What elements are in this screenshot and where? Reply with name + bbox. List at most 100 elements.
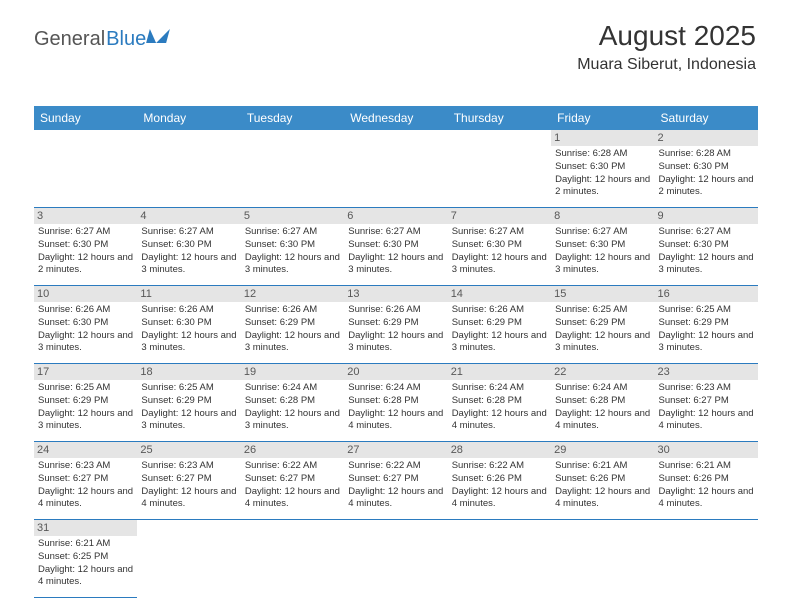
calendar-table: SundayMondayTuesdayWednesdayThursdayFrid… [34, 106, 758, 598]
day-text: Sunrise: 6:26 AMSunset: 6:30 PMDaylight:… [38, 304, 133, 355]
day-header: Wednesday [344, 106, 447, 130]
calendar-cell: 19 Sunrise: 6:24 AMSunset: 6:28 PMDayligh… [241, 364, 344, 442]
day-cell: 1 Sunrise: 6:28 AMSunset: 6:30 PMDaylight… [551, 130, 654, 208]
calendar-cell: 7Sunrise: 6:27 AMSunset: 6:30 PMDaylight… [448, 208, 551, 286]
day-number: 30 [655, 442, 758, 458]
calendar-week-row: 3Sunrise: 6:27 AMSunset: 6:30 PMDaylight… [34, 208, 758, 286]
calendar-cell: 16Sunrise: 6:25 AMSunset: 6:29 PMDayligh… [655, 286, 758, 364]
day-text: Sunrise: 6:25 AMSunset: 6:29 PMDaylight:… [555, 304, 650, 355]
day-number: 29 [551, 442, 654, 458]
day-header: Monday [137, 106, 240, 130]
day-number: 4 [137, 208, 240, 224]
day-cell: 31Sunrise: 6:21 AMSunset: 6:25 PMDayligh… [34, 520, 137, 598]
day-cell: 7Sunrise: 6:27 AMSunset: 6:30 PMDaylight… [448, 208, 551, 286]
day-number: 6 [344, 208, 447, 224]
day-text: Sunrise: 6:25 AMSunset: 6:29 PMDaylight:… [38, 382, 133, 433]
calendar-cell: 4Sunrise: 6:27 AMSunset: 6:30 PMDaylight… [137, 208, 240, 286]
day-text: Sunrise: 6:27 AMSunset: 6:30 PMDaylight:… [659, 226, 754, 277]
calendar-cell: 2Sunrise: 6:28 AMSunset: 6:30 PMDaylight… [655, 130, 758, 208]
day-number: 1 [551, 130, 654, 146]
day-text: Sunrise: 6:22 AMSunset: 6:27 PMDaylight:… [245, 460, 340, 511]
day-number: 19 [241, 364, 344, 380]
calendar-cell: 9Sunrise: 6:27 AMSunset: 6:30 PMDaylight… [655, 208, 758, 286]
calendar-cell: 10 Sunrise: 6:26 AMSunset: 6:30 PMDayligh… [34, 286, 137, 364]
calendar-cell: 23Sunrise: 6:23 AMSunset: 6:27 PMDayligh… [655, 364, 758, 442]
day-cell: 14Sunrise: 6:26 AMSunset: 6:29 PMDayligh… [448, 286, 551, 364]
calendar-cell [241, 130, 344, 208]
day-text: Sunrise: 6:24 AMSunset: 6:28 PMDaylight:… [348, 382, 443, 433]
day-cell: 6 Sunrise: 6:27 AMSunset: 6:30 PMDaylight… [344, 208, 447, 286]
day-text: Sunrise: 6:26 AMSunset: 6:29 PMDaylight:… [348, 304, 443, 355]
day-cell: 19 Sunrise: 6:24 AMSunset: 6:28 PMDayligh… [241, 364, 344, 442]
day-cell: 16Sunrise: 6:25 AMSunset: 6:29 PMDayligh… [655, 286, 758, 364]
empty-cell [241, 130, 344, 208]
calendar-week-row: 24Sunrise: 6:23 AMSunset: 6:27 PMDayligh… [34, 442, 758, 520]
day-header: Sunday [34, 106, 137, 130]
calendar-cell: 1 Sunrise: 6:28 AMSunset: 6:30 PMDaylight… [551, 130, 654, 208]
day-cell: 21Sunrise: 6:24 AMSunset: 6:28 PMDayligh… [448, 364, 551, 442]
day-number: 17 [34, 364, 137, 380]
day-header: Saturday [655, 106, 758, 130]
calendar-cell: 3Sunrise: 6:27 AMSunset: 6:30 PMDaylight… [34, 208, 137, 286]
calendar-cell [344, 130, 447, 208]
day-number: 15 [551, 286, 654, 302]
calendar-cell: 11 Sunrise: 6:26 AMSunset: 6:30 PMDayligh… [137, 286, 240, 364]
day-number: 10 [34, 286, 137, 302]
logo-shape-icon [146, 29, 170, 43]
calendar-cell: 18Sunrise: 6:25 AMSunset: 6:29 PMDayligh… [137, 364, 240, 442]
calendar-cell: 22Sunrise: 6:24 AMSunset: 6:28 PMDayligh… [551, 364, 654, 442]
day-cell: 9Sunrise: 6:27 AMSunset: 6:30 PMDaylight… [655, 208, 758, 286]
day-number: 25 [137, 442, 240, 458]
day-header: Thursday [448, 106, 551, 130]
day-cell: 22Sunrise: 6:24 AMSunset: 6:28 PMDayligh… [551, 364, 654, 442]
calendar-cell: 26 Sunrise: 6:22 AMSunset: 6:27 PMDayligh… [241, 442, 344, 520]
day-cell: 12Sunrise: 6:26 AMSunset: 6:29 PMDayligh… [241, 286, 344, 364]
calendar-cell: 27Sunrise: 6:22 AMSunset: 6:27 PMDayligh… [344, 442, 447, 520]
day-text: Sunrise: 6:22 AMSunset: 6:26 PMDaylight:… [452, 460, 547, 511]
day-text: Sunrise: 6:27 AMSunset: 6:30 PMDaylight:… [348, 226, 443, 277]
day-text: Sunrise: 6:23 AMSunset: 6:27 PMDaylight:… [38, 460, 133, 511]
day-number: 16 [655, 286, 758, 302]
calendar-cell: 21Sunrise: 6:24 AMSunset: 6:28 PMDayligh… [448, 364, 551, 442]
day-text: Sunrise: 6:28 AMSunset: 6:30 PMDaylight:… [555, 148, 650, 199]
empty-cell [448, 130, 551, 208]
day-number: 23 [655, 364, 758, 380]
day-cell: 24Sunrise: 6:23 AMSunset: 6:27 PMDayligh… [34, 442, 137, 520]
calendar-cell: 5Sunrise: 6:27 AMSunset: 6:30 PMDaylight… [241, 208, 344, 286]
day-text: Sunrise: 6:26 AMSunset: 6:30 PMDaylight:… [141, 304, 236, 355]
day-cell: 27Sunrise: 6:22 AMSunset: 6:27 PMDayligh… [344, 442, 447, 520]
day-number: 11 [137, 286, 240, 302]
calendar-cell: 17 Sunrise: 6:25 AMSunset: 6:29 PMDayligh… [34, 364, 137, 442]
calendar-cell: 13 Sunrise: 6:26 AMSunset: 6:29 PMDayligh… [344, 286, 447, 364]
day-cell: 23Sunrise: 6:23 AMSunset: 6:27 PMDayligh… [655, 364, 758, 442]
calendar-body: 1 Sunrise: 6:28 AMSunset: 6:30 PMDaylight… [34, 130, 758, 598]
calendar-cell: 29Sunrise: 6:21 AMSunset: 6:26 PMDayligh… [551, 442, 654, 520]
day-number: 12 [241, 286, 344, 302]
day-header: Tuesday [241, 106, 344, 130]
day-text: Sunrise: 6:24 AMSunset: 6:28 PMDaylight:… [245, 382, 340, 433]
calendar-cell [551, 520, 654, 598]
day-text: Sunrise: 6:27 AMSunset: 6:30 PMDaylight:… [555, 226, 650, 277]
calendar-cell [344, 520, 447, 598]
day-text: Sunrise: 6:27 AMSunset: 6:30 PMDaylight:… [452, 226, 547, 277]
day-cell: 25Sunrise: 6:23 AMSunset: 6:27 PMDayligh… [137, 442, 240, 520]
empty-cell [34, 130, 137, 208]
day-number: 13 [344, 286, 447, 302]
day-cell: 8 Sunrise: 6:27 AMSunset: 6:30 PMDaylight… [551, 208, 654, 286]
day-cell: 20Sunrise: 6:24 AMSunset: 6:28 PMDayligh… [344, 364, 447, 442]
day-header: Friday [551, 106, 654, 130]
calendar-cell: 6 Sunrise: 6:27 AMSunset: 6:30 PMDaylight… [344, 208, 447, 286]
calendar-cell: 14Sunrise: 6:26 AMSunset: 6:29 PMDayligh… [448, 286, 551, 364]
calendar-week-row: 17 Sunrise: 6:25 AMSunset: 6:29 PMDayligh… [34, 364, 758, 442]
day-number: 5 [241, 208, 344, 224]
day-number: 26 [241, 442, 344, 458]
day-number: 8 [551, 208, 654, 224]
day-cell: 3Sunrise: 6:27 AMSunset: 6:30 PMDaylight… [34, 208, 137, 286]
day-cell: 5Sunrise: 6:27 AMSunset: 6:30 PMDaylight… [241, 208, 344, 286]
day-text: Sunrise: 6:27 AMSunset: 6:30 PMDaylight:… [38, 226, 133, 277]
calendar-cell [241, 520, 344, 598]
day-text: Sunrise: 6:26 AMSunset: 6:29 PMDaylight:… [452, 304, 547, 355]
calendar-cell: 20Sunrise: 6:24 AMSunset: 6:28 PMDayligh… [344, 364, 447, 442]
day-number: 18 [137, 364, 240, 380]
day-number: 31 [34, 520, 137, 536]
